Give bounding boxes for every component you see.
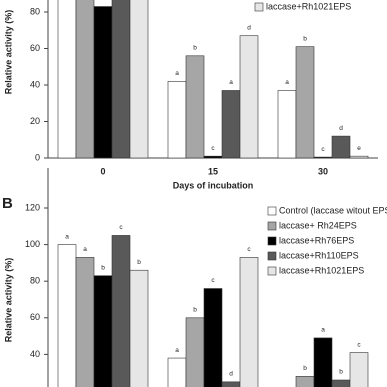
y-tick-label: 80 [30,276,40,286]
significance-letter: d [229,371,233,378]
bar [239,35,259,159]
x-axis-title: Days of incubation [173,180,254,190]
bar [331,379,351,387]
significance-letter: b [193,307,197,314]
bar [129,0,149,159]
y-tick-label: 120 [25,202,40,212]
significance-letter: c [247,246,251,253]
legend-label: laccase+Rh1021EPS [266,1,351,11]
bar [93,6,113,159]
legend-swatch [267,236,277,246]
legend-swatch [267,206,277,216]
significance-letter: c [119,224,123,231]
x-tick-label: 15 [208,166,218,176]
bar [57,0,77,159]
bar [185,317,205,387]
significance-letter: d [247,24,251,31]
y-tick-label: 20 [30,116,40,126]
bar [203,155,223,159]
legend-swatch [267,266,277,276]
bar [239,257,259,387]
y-tick-label: 80 [30,6,40,16]
bar [277,90,297,159]
bar [93,275,113,387]
bar [295,376,315,387]
bar [349,352,369,387]
bar [331,135,351,159]
significance-letter: b [339,369,343,376]
significance-letter: a [285,79,289,86]
y-axis-title: Relative activity (%) [3,10,13,95]
significance-letter: a [229,79,233,86]
significance-letter: c [211,277,215,284]
legend-label: laccase+Rh1021EPS [279,265,364,275]
bar [221,381,241,387]
bar [75,257,95,387]
significance-letter: a [83,246,87,253]
x-tick-label: 30 [318,166,328,176]
significance-letter: c [211,145,215,152]
bar [313,156,333,159]
significance-letter: d [339,125,343,132]
y-tick-label: 60 [30,312,40,322]
significance-letter: a [175,70,179,77]
bar [129,269,149,387]
bar [185,55,205,159]
legend-label: Control (laccase witout EPS) [279,205,387,215]
bar [75,0,95,159]
significance-letter: b [193,45,197,52]
significance-letter: b [303,365,307,372]
bar [313,337,333,387]
y-tick-label: 100 [25,239,40,249]
bar [349,155,369,159]
y-tick-label: 60 [30,43,40,53]
y-axis-title: Relative activity (%) [3,258,13,343]
legend-swatch [267,251,277,261]
y-tick-label: 40 [30,349,40,359]
bar [295,46,315,159]
legend-label: laccase+Rh110EPS [279,250,359,260]
legend-label: laccase+ Rh24EPS [279,220,357,230]
panel-label: B [2,195,13,212]
bar [57,244,77,387]
bar [167,357,187,387]
y-tick-label: 20 [30,385,40,387]
bar [221,90,241,159]
legend-label: laccase+Rh76EPS [279,235,354,245]
significance-letter: a [321,327,325,334]
significance-letter: e [357,145,361,152]
significance-letter: b [137,259,141,266]
x-tick-label: 0 [100,166,105,176]
y-tick-label: 40 [30,79,40,89]
bar [167,81,187,159]
significance-letter: c [321,146,325,153]
y-tick-label: 0 [35,152,40,162]
significance-letter: b [101,264,105,271]
significance-letter: c [357,341,361,348]
significance-letter: a [65,233,69,240]
legend-swatch [254,2,264,12]
bar [203,288,223,387]
bar [111,235,131,387]
significance-letter: a [175,347,179,354]
significance-letter: b [303,35,307,42]
legend-swatch [267,221,277,231]
bar [111,0,131,159]
